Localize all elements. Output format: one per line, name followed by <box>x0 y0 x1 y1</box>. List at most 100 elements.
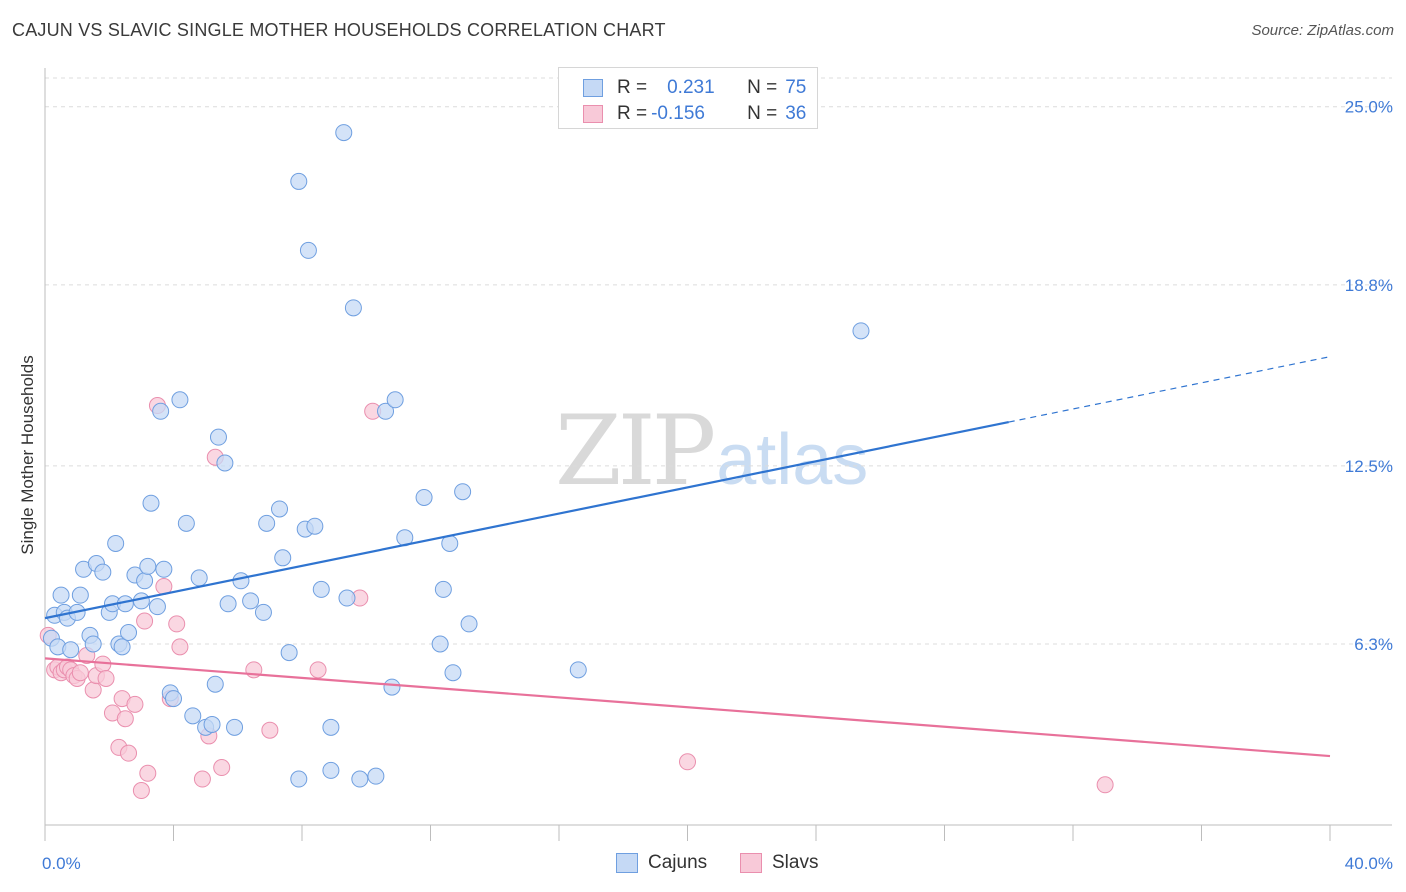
watermark: ZIPatlas <box>555 395 868 507</box>
cajun-point <box>206 675 224 693</box>
cajun-point <box>415 488 433 506</box>
cajun-point <box>94 563 112 581</box>
cajuns-swatch <box>616 853 638 873</box>
cajun-point <box>383 678 401 696</box>
cajun-point <box>569 661 587 679</box>
legend-row-cajun: R = 0.231 N = 75 <box>583 76 806 100</box>
slav-point <box>679 753 696 771</box>
r-label: R = <box>617 103 648 124</box>
cajun-point <box>290 770 308 788</box>
n-label: N = <box>747 103 778 124</box>
cajun-point <box>177 514 195 532</box>
cajun-point <box>299 241 317 259</box>
slav-point <box>193 770 211 788</box>
source-label: Source: ZipAtlas.com <box>1251 22 1394 39</box>
cajun-point <box>132 592 150 610</box>
cajun-point <box>258 514 276 532</box>
cajun-point <box>113 638 131 656</box>
cajun-point <box>52 586 70 604</box>
legend-label-cajuns: Cajuns <box>648 852 708 873</box>
cajun-swatch <box>583 79 603 97</box>
slav-swatch <box>583 105 603 123</box>
cajun-point <box>171 391 189 409</box>
cajun-point <box>190 569 208 587</box>
cajun-point <box>460 615 478 633</box>
slav-point <box>126 695 144 713</box>
cajun-point <box>431 635 449 653</box>
y-tick-label: 6.3% <box>1354 635 1393 654</box>
cajun-point <box>280 644 298 662</box>
y-tick-label: 25.0% <box>1345 98 1393 117</box>
slav-point <box>309 661 327 679</box>
slav-point <box>1096 776 1114 794</box>
y-tick-label: 12.5% <box>1345 457 1393 476</box>
cajun-point <box>312 580 330 598</box>
slav-trend-line <box>44 657 1331 758</box>
slav-point <box>261 721 279 739</box>
cajun-point <box>344 299 362 317</box>
slav-points <box>39 397 1114 800</box>
slav-point <box>116 710 134 728</box>
trend-lines <box>44 356 1331 758</box>
cajun-point <box>232 572 250 590</box>
cajun-point <box>155 560 173 578</box>
cajun-point <box>434 580 452 598</box>
cajun-point <box>335 124 353 142</box>
slav-point <box>213 759 231 777</box>
cajun-point <box>274 549 292 567</box>
cajun-point <box>84 635 102 653</box>
cajun-point <box>142 494 160 512</box>
cajun-point <box>71 586 89 604</box>
cajun-point <box>367 767 385 785</box>
cajun-point <box>209 428 227 446</box>
r-value: -0.156 <box>651 103 705 124</box>
cajun-point <box>852 322 870 340</box>
chart-title: CAJUN VS SLAVIC SINGLE MOTHER HOUSEHOLDS… <box>12 20 666 40</box>
y-tick-label: 18.8% <box>1345 276 1393 295</box>
cajun-point <box>322 761 340 779</box>
cajun-point <box>203 715 221 733</box>
cajun-point <box>290 172 308 190</box>
cajun-point <box>216 454 234 472</box>
slavs-swatch <box>740 853 762 873</box>
x-tick-label: 0.0% <box>42 854 81 873</box>
watermark-zip: ZIP <box>555 395 716 507</box>
cajun-point <box>184 707 202 725</box>
slav-point <box>120 744 138 762</box>
cajun-point <box>107 534 125 552</box>
series-legend: Cajuns Slavs <box>0 852 1406 878</box>
cajun-point <box>136 572 154 590</box>
axes <box>44 68 1392 841</box>
legend-item-slavs: Slavs <box>740 852 818 874</box>
cajun-point <box>377 402 395 420</box>
tick-labels: 6.3% 12.5% 18.8% 25.0% 0.0% 40.0% <box>42 98 1393 873</box>
cajun-trend-line <box>44 420 1009 620</box>
cajun-point <box>254 603 272 621</box>
watermark-atlas: atlas <box>716 420 869 500</box>
slav-point <box>171 638 189 656</box>
cajun-point <box>62 641 80 659</box>
slav-point <box>136 612 154 630</box>
cajun-point <box>322 718 340 736</box>
stats-legend: R = 0.231 N = 75 R = -0.156 N = 36 <box>558 67 818 129</box>
cajun-point <box>338 589 356 607</box>
slav-point <box>84 681 102 699</box>
cajun-point <box>242 592 260 610</box>
n-value: 36 <box>785 103 807 124</box>
r-value: 0.231 <box>667 77 715 98</box>
cajun-point <box>219 595 237 613</box>
cajun-point <box>444 664 462 682</box>
r-label: R = <box>617 77 648 98</box>
cajun-point <box>226 718 244 736</box>
n-value: 75 <box>785 77 807 98</box>
cajun-point <box>152 402 170 420</box>
cajun-point <box>165 690 182 708</box>
legend-item-cajuns: Cajuns <box>616 852 707 874</box>
cajun-point <box>454 483 472 501</box>
slav-point <box>132 782 150 800</box>
cajun-point <box>271 500 289 518</box>
slav-point <box>71 664 89 682</box>
n-label: N = <box>747 77 778 98</box>
cajun-points <box>42 124 870 788</box>
cajun-point <box>139 557 157 575</box>
